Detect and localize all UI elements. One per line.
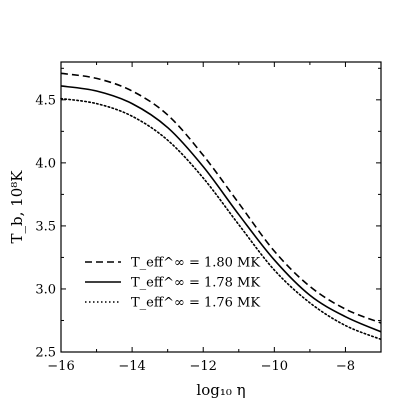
y-tick-label: 2.5 [35, 346, 56, 361]
x-axis: −16 −14 −12 −10 −8 [47, 62, 382, 374]
series-line-dotted [60, 97, 382, 341]
y-axis: 2.5 3.0 3.5 4.0 4.5 [35, 67, 381, 361]
series-line-solid [60, 85, 382, 333]
y-tick-label: 3.0 [35, 282, 56, 297]
y-tick-label: 4.0 [35, 156, 56, 171]
plot-frame [60, 61, 382, 353]
legend: T_eff^∞ = 1.80 MK T_eff^∞ = 1.78 MK T_eff^… [85, 256, 260, 311]
x-tick-label: −8 [336, 359, 355, 374]
legend-label: T_eff^∞ = 1.76 MK [131, 296, 260, 311]
y-axis-label: T_b, 10⁸K [8, 170, 26, 244]
y-tick-label: 3.5 [35, 219, 56, 234]
x-axis-label: log₁₀ η [196, 381, 245, 399]
legend-label: T_eff^∞ = 1.80 MK [131, 256, 260, 271]
x-tick-label: −12 [190, 359, 217, 374]
x-tick-label: −10 [261, 359, 288, 374]
x-tick-label: −14 [118, 359, 145, 374]
series-line-dashed [60, 72, 382, 324]
x-tick-label: −16 [47, 359, 74, 374]
series-lines [60, 72, 382, 341]
legend-label: T_eff^∞ = 1.78 MK [131, 276, 260, 291]
y-tick-label: 4.5 [35, 93, 56, 108]
